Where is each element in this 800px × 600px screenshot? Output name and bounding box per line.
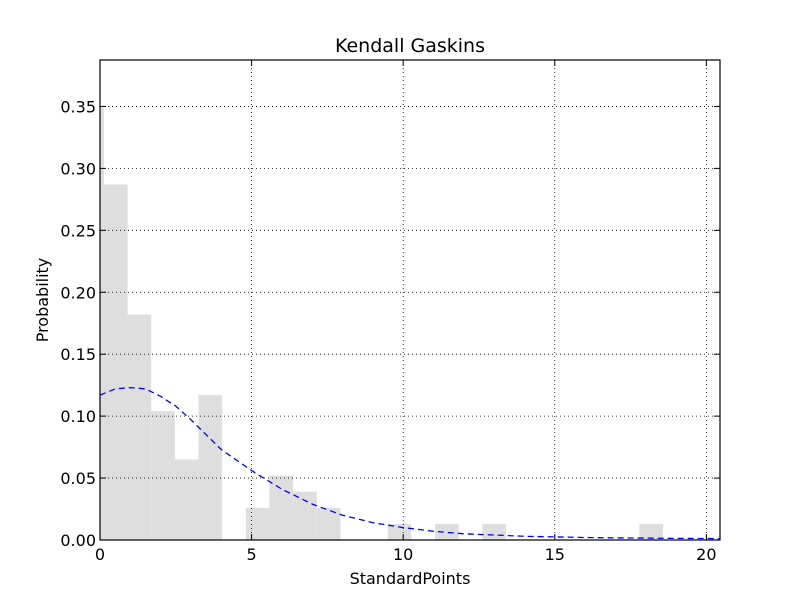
- histogram-bar: [639, 523, 664, 540]
- x-tick-label: 0: [95, 545, 105, 564]
- y-tick-label: 0.35: [60, 97, 96, 116]
- y-tick-label: 0.30: [60, 159, 96, 178]
- y-tick-label: 0.00: [60, 531, 96, 550]
- histogram-bar: [103, 184, 128, 540]
- y-tick-label: 0.25: [60, 221, 96, 240]
- y-tick-label: 0.20: [60, 283, 96, 302]
- y-axis-ticks: 0.00 0.05 0.10 0.15 0.20 0.25 0.30 0.35: [60, 97, 720, 550]
- y-tick-label: 0.15: [60, 345, 96, 364]
- histogram-bar: [316, 507, 341, 540]
- plot-frame: [99, 59, 721, 541]
- y-tick-label: 0.10: [60, 407, 96, 426]
- histogram-bar: [482, 523, 506, 540]
- density-curve: [99, 386, 721, 540]
- x-tick-label: 5: [246, 545, 256, 564]
- histogram-bar: [293, 491, 317, 540]
- histogram-bar: [127, 314, 152, 540]
- x-tick-label: 10: [393, 545, 413, 564]
- histogram-bar: [387, 523, 412, 540]
- x-axis-label: StandardPoints: [350, 569, 471, 588]
- histogram-bar: [100, 107, 104, 541]
- histogram-bar: [269, 475, 294, 540]
- x-tick-label: 20: [696, 545, 716, 564]
- histogram-bar: [151, 411, 175, 540]
- histogram-bar: [435, 523, 459, 540]
- grid-lines: [100, 60, 720, 540]
- y-tick-label: 0.05: [60, 469, 96, 488]
- histogram-bar: [174, 459, 199, 540]
- histogram-bars: [100, 107, 664, 541]
- histogram-bar: [198, 395, 223, 540]
- x-tick-label: 15: [545, 545, 565, 564]
- x-axis-ticks: 0 5 10 15 20: [95, 60, 717, 564]
- chart-title: Kendall Gaskins: [335, 35, 485, 57]
- histogram-bar: [245, 507, 270, 540]
- y-axis-label: Probability: [33, 258, 52, 343]
